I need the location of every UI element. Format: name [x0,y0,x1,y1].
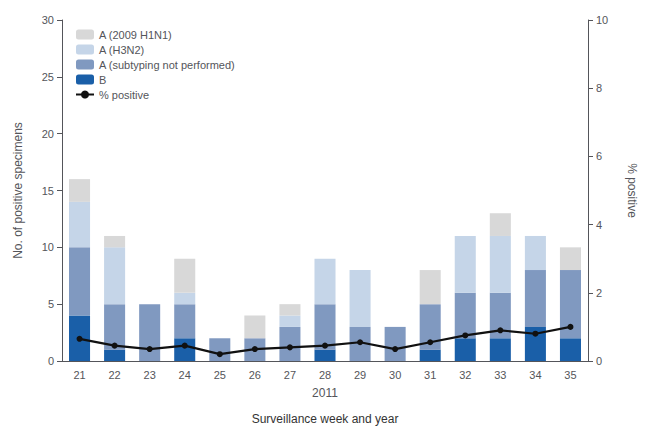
svg-text:No. of positive specimens: No. of positive specimens [11,122,25,259]
svg-text:8: 8 [596,82,602,94]
svg-text:A (H3N2): A (H3N2) [99,44,144,56]
svg-text:0: 0 [596,355,602,367]
svg-text:26: 26 [249,369,261,381]
svg-text:33: 33 [494,369,506,381]
svg-text:27: 27 [284,369,296,381]
svg-text:22: 22 [108,369,120,381]
svg-text:4: 4 [596,219,602,231]
svg-text:25: 25 [42,71,54,83]
svg-text:6: 6 [596,150,602,162]
svg-text:A (2009 H1N1): A (2009 H1N1) [99,29,172,41]
svg-text:20: 20 [42,128,54,140]
svg-text:Surveillance week and year: Surveillance week and year [252,412,399,426]
svg-text:32: 32 [459,369,471,381]
svg-text:35: 35 [564,369,576,381]
svg-text:15: 15 [42,185,54,197]
svg-text:30: 30 [389,369,401,381]
svg-text:28: 28 [319,369,331,381]
svg-text:% positive: % positive [99,89,149,101]
svg-text:% positive: % positive [625,163,639,218]
svg-text:A (subtyping not performed): A (subtyping not performed) [99,59,235,71]
svg-text:10: 10 [42,241,54,253]
svg-text:B: B [99,74,106,86]
svg-text:23: 23 [144,369,156,381]
svg-text:2: 2 [596,287,602,299]
svg-text:24: 24 [179,369,191,381]
svg-text:5: 5 [48,298,54,310]
svg-text:21: 21 [73,369,85,381]
svg-text:0: 0 [48,355,54,367]
svg-text:34: 34 [529,369,541,381]
svg-text:2011: 2011 [312,386,338,400]
svg-text:25: 25 [214,369,226,381]
svg-text:10: 10 [596,14,608,26]
svg-text:30: 30 [42,14,54,26]
svg-text:31: 31 [424,369,436,381]
svg-text:29: 29 [354,369,366,381]
